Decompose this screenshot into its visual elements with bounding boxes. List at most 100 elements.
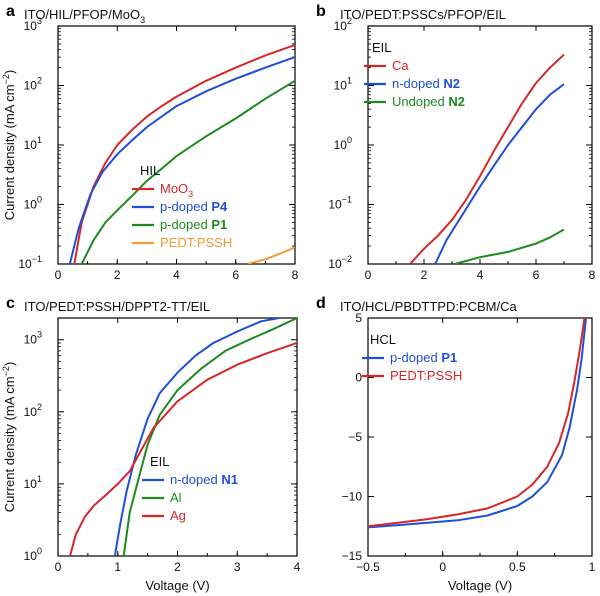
y-tick-exponent: −1 (32, 254, 42, 264)
y-tick-base: 10 (24, 333, 38, 347)
x-tick-label: −0.5 (356, 560, 380, 574)
series-line (80, 79, 295, 264)
y-tick-exponent: 0 (37, 195, 42, 205)
x-tick-label: 6 (533, 268, 540, 282)
y-tick-exponent: 1 (347, 76, 352, 86)
legend-entry: PEDT:PSSH (390, 368, 462, 383)
y-tick-base: 10 (334, 19, 348, 33)
y-tick-label: 100 (24, 546, 42, 563)
x-tick-label: 1 (589, 560, 596, 574)
y-tick-label: 101 (24, 135, 42, 152)
x-tick-label: 8 (292, 268, 299, 282)
y-tick-label: 102 (334, 16, 352, 33)
y-tick-exponent: −1 (342, 195, 352, 205)
series-line (368, 318, 586, 528)
y-tick-label: 101 (24, 474, 42, 491)
legend-entry: n-doped N1 (170, 472, 238, 487)
y-tick-base: 10 (24, 405, 38, 419)
title-text: ITO/PEDT:PSSCs/PFOP/EIL (340, 7, 506, 22)
panel-d: d ITO/HCL/PBDTTPD:PCBM/Ca −0.5 0 0.5 1 5 0 −5 −10… (316, 295, 596, 593)
x-tick-label: 1 (114, 560, 121, 574)
y-tick-base: 10 (328, 198, 342, 212)
y-tick-base: 10 (24, 198, 38, 212)
legend-name: p-doped (160, 217, 211, 232)
legend-entry: Ca (392, 58, 409, 73)
y-tick-base: 10 (18, 257, 32, 271)
x-tick-label: 4 (173, 268, 180, 282)
legend-bold: N1 (221, 472, 238, 487)
y-tick-label: 100 (334, 135, 352, 152)
legend-name: MoO (160, 181, 188, 196)
y-tick-label: 10−1 (328, 195, 352, 212)
y-tick-base: 10 (334, 138, 348, 152)
legend-bold: P1 (441, 350, 457, 365)
y-label-end: ) (2, 362, 17, 366)
y-tick-label: −5 (348, 430, 362, 444)
legend-name: p-doped (390, 350, 441, 365)
panel-letter: b (316, 3, 326, 20)
x-axis-label: Voltage (V) (448, 578, 512, 593)
series-line (68, 56, 295, 264)
y-tick-exponent: 0 (347, 135, 352, 145)
series-line (454, 228, 565, 264)
y-tick-exponent: 0 (37, 546, 42, 556)
y-tick-base: 10 (24, 79, 38, 93)
legend-entry: Al (170, 490, 182, 505)
x-tick-label: 4 (477, 268, 484, 282)
y-tick-base: 10 (24, 477, 38, 491)
x-axis-label: Voltage (V) (145, 578, 209, 593)
legend-bold: N2 (443, 76, 460, 91)
y-tick-label: −10 (342, 490, 363, 504)
legend-bold: P1 (211, 217, 227, 232)
x-tick-label: 4 (294, 560, 301, 574)
y-tick-base: 10 (24, 549, 38, 563)
legend-bold: P4 (211, 199, 228, 214)
y-tick-label: 100 (24, 195, 42, 212)
x-tick-label: 0 (55, 560, 62, 574)
series-line (113, 318, 280, 556)
legend-name: Ag (170, 508, 186, 523)
y-label-text: Current density (mA cm (2, 84, 17, 220)
y-tick-label: 103 (24, 330, 42, 347)
title-text: ITO/HIL/PFOP/MoO (24, 7, 140, 22)
y-tick-label: 103 (24, 16, 42, 33)
legend-name: Ca (392, 58, 409, 73)
y-tick-label: 10−1 (18, 254, 42, 271)
y-axis-label: Current density (mA cm−2) (1, 362, 17, 512)
title-subscript: 3 (140, 15, 145, 25)
series-line (69, 342, 297, 556)
y-tick-base: 10 (24, 138, 38, 152)
panel-title: ITO/PEDT:PSSH/DPPT2-TT/EIL (24, 299, 210, 314)
x-tick-label: 0 (439, 560, 446, 574)
y-tick-label: 102 (24, 402, 42, 419)
legend-title: HCL (370, 332, 396, 347)
y-tick-base: 10 (24, 19, 38, 33)
y-label-superscript: −2 (1, 74, 11, 84)
legend-entry: Undoped N2 (392, 94, 465, 109)
y-tick-label: 101 (334, 76, 352, 93)
x-tick-label: 0 (365, 268, 372, 282)
panel-title: ITO/HCL/PBDTTPD:PCBM/Ca (340, 299, 518, 314)
y-label-superscript: −2 (1, 366, 11, 376)
y-label-text: Current density (mA cm (2, 376, 17, 512)
panel-letter: a (6, 3, 15, 20)
y-tick-exponent: 2 (37, 402, 42, 412)
y-tick-base: 10 (334, 79, 348, 93)
legend-entry: p-doped P1 (390, 350, 457, 365)
panel-letter: c (6, 295, 15, 312)
series-line (409, 53, 565, 264)
y-tick-exponent: 3 (37, 330, 42, 340)
series-line (122, 318, 297, 556)
legend-subscript: 3 (188, 189, 193, 199)
x-tick-label: 6 (232, 268, 239, 282)
legend-bold: N2 (448, 94, 465, 109)
y-tick-exponent: 1 (37, 474, 42, 484)
y-tick-label: 0 (355, 371, 362, 385)
x-tick-label: 8 (589, 268, 596, 282)
legend-entry: MoO3 (160, 181, 193, 199)
y-tick-label: 5 (355, 311, 362, 325)
y-label-end: ) (2, 70, 17, 74)
legend-title: EIL (150, 454, 170, 469)
